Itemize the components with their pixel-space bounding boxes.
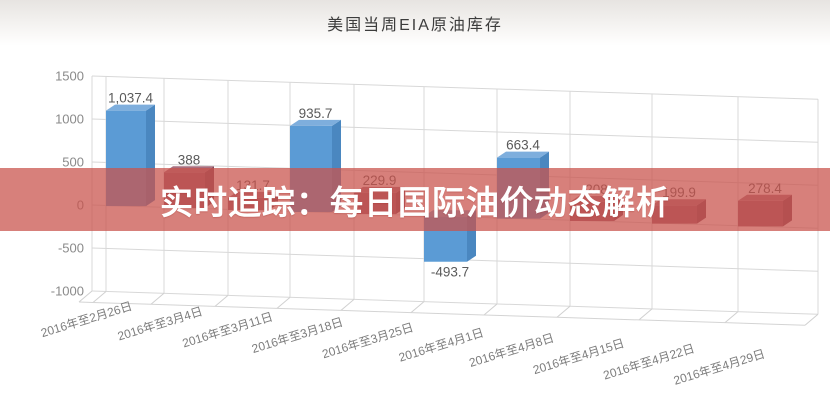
- news-ticker-text: 实时追踪：每日国际油价动态解析: [160, 183, 670, 221]
- bar-value-label: 388: [178, 152, 201, 167]
- y-axis-tick-label: -1000: [51, 284, 84, 299]
- gridline-horizontal: [91, 75, 819, 100]
- bar-top-face: [106, 104, 155, 111]
- floor-depth-tick: [78, 290, 93, 303]
- floor-depth-tick: [276, 296, 291, 309]
- bar-value-label: 935.7: [299, 106, 333, 121]
- bar-top-face: [497, 151, 549, 158]
- floor-depth-tick: [556, 305, 571, 318]
- floor-depth-tick: [724, 311, 739, 324]
- y-axis-tick-label: 500: [62, 155, 84, 170]
- x-axis-front-line: [78, 301, 806, 326]
- floor-depth-tick: [483, 303, 498, 316]
- floor-depth-tick: [410, 301, 425, 314]
- bar-value-label: 1,037.4: [108, 91, 154, 106]
- bar-value-label: -493.7: [431, 265, 469, 280]
- bar-value-label: 663.4: [506, 138, 540, 153]
- chart-title: 美国当周EIA原油库存: [327, 17, 503, 34]
- news-ticker-banner: 实时追踪：每日国际油价动态解析: [0, 168, 830, 231]
- floor-depth-tick: [340, 299, 355, 311]
- gridline-horizontal: [91, 118, 819, 143]
- y-axis-tick-label: 1000: [55, 112, 84, 127]
- gridline-horizontal: [91, 290, 819, 315]
- floor-depth-tick: [214, 294, 229, 307]
- floor-depth-tick: [92, 291, 107, 303]
- floor-depth-tick: [150, 292, 165, 305]
- floor-depth-tick: [638, 308, 653, 321]
- y-axis-tick-label: 1500: [55, 69, 84, 84]
- title-bar: 美国当周EIA原油库存: [0, 0, 830, 46]
- bar-top-face: [290, 119, 341, 126]
- y-axis-tick-label: -500: [58, 241, 84, 256]
- floor-depth-tick: [804, 313, 819, 326]
